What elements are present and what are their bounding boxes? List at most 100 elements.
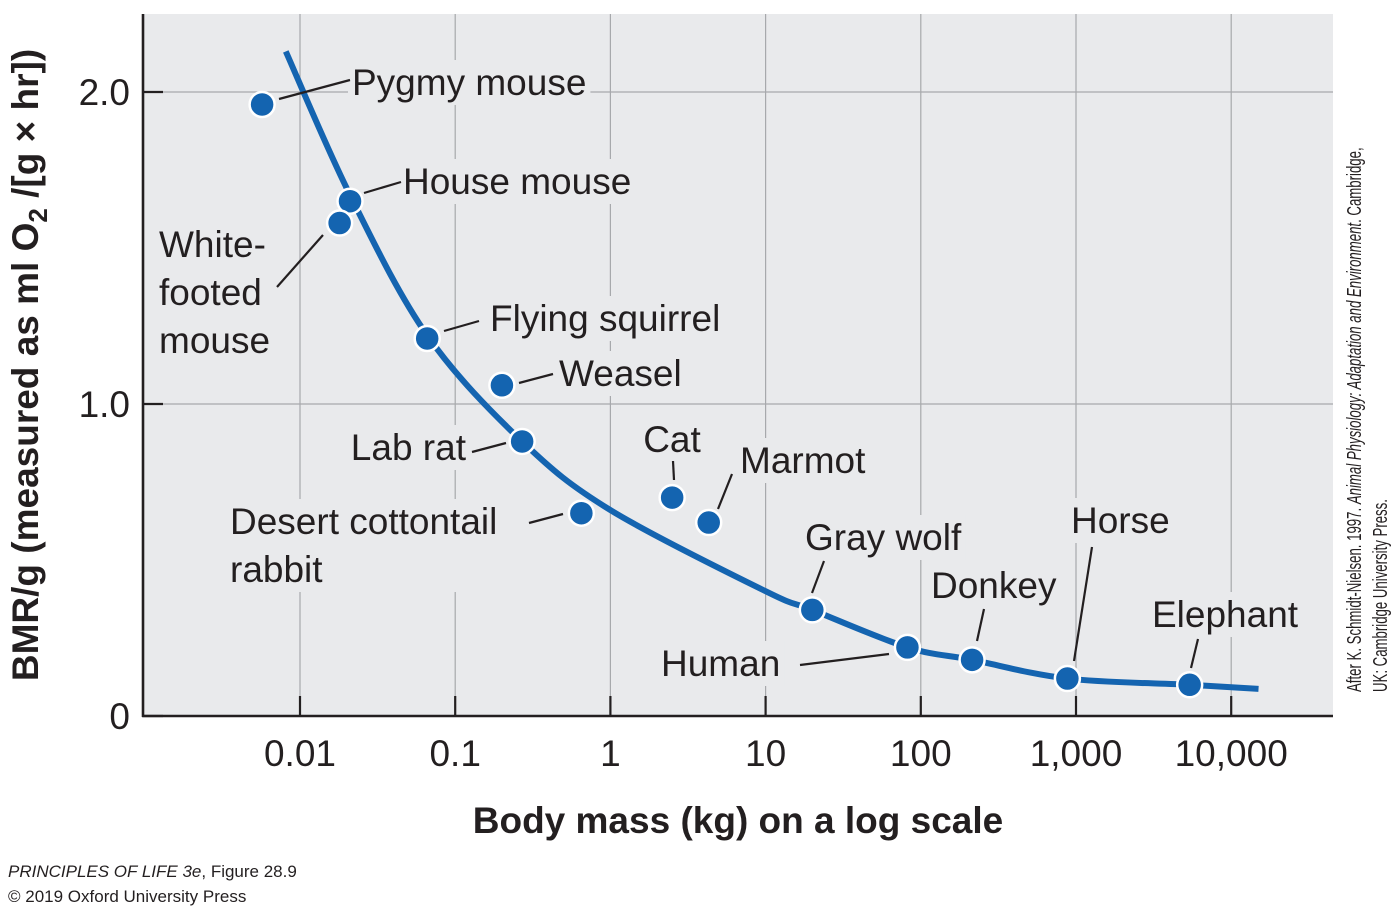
- leader-line-lab-rat: [471, 441, 507, 454]
- point-label-line: Weasel: [559, 353, 682, 394]
- x-tick-label: 0.1: [429, 733, 480, 774]
- attribution-pre: After K. Schmidt-Nielsen. 1997.: [1344, 504, 1366, 692]
- point-labels: Pygmy mouse House mouse White-footed mouse F…: [159, 62, 1299, 684]
- y-tick-label: 0: [109, 696, 130, 737]
- point-label-horse: Horse: [1071, 500, 1170, 541]
- leader-lines: [276, 78, 1200, 669]
- point-label-line: Flying squirrel: [490, 298, 720, 339]
- leader-line-gray-wolf: [810, 560, 826, 594]
- x-axis-title: Body mass (kg) on a log scale: [473, 800, 1003, 841]
- y-tick-label: 1.0: [79, 384, 130, 425]
- y-axis-title-main: BMR/g (measured as ml O: [5, 223, 46, 682]
- point-label-line: Lab rat: [351, 427, 467, 468]
- point-label-line: Donkey: [931, 565, 1057, 606]
- leader-line-human: [799, 652, 890, 667]
- data-point-human: [893, 633, 922, 662]
- label-knockouts: [155, 60, 1303, 686]
- x-tick-label: 100: [890, 733, 952, 774]
- label-knockout: [399, 159, 636, 204]
- point-label-line: White-: [159, 224, 266, 265]
- point-label-weasel: Weasel: [559, 353, 682, 394]
- label-knockout: [801, 515, 966, 560]
- data-point-cat: [658, 483, 686, 512]
- x-tick-label: 10: [745, 733, 786, 774]
- label-knockout: [226, 499, 502, 592]
- point-label-line: Marmot: [740, 440, 866, 481]
- point-label-line: Human: [661, 643, 780, 684]
- point-label-gray-wolf: Gray wolf: [805, 517, 962, 558]
- point-label-line: Cat: [643, 419, 701, 460]
- label-knockout: [348, 60, 591, 105]
- leader-line-donkey: [975, 608, 986, 642]
- point-label-line: House mouse: [403, 161, 631, 202]
- data-point-marmot: [694, 508, 723, 537]
- leader-line-desert-cottontail-rabbit: [528, 512, 564, 525]
- book-title: PRINCIPLES OF LIFE 3e: [8, 862, 202, 881]
- data-point-horse: [1053, 664, 1082, 693]
- label-knockout: [639, 417, 706, 462]
- figure-number: , Figure 28.9: [201, 862, 297, 881]
- x-tick-label: 10,000: [1175, 733, 1288, 774]
- data-point-weasel: [488, 371, 516, 400]
- point-label-flying-squirrel: Flying squirrel: [490, 298, 720, 339]
- y-axis-title: BMR/g (measured as ml O2 /[g × hr]): [5, 49, 53, 681]
- data-point-gray-wolf: [798, 596, 827, 624]
- point-label-line: footed: [159, 272, 262, 313]
- point-label-marmot: Marmot: [740, 440, 866, 481]
- x-tick-label: 1: [600, 733, 621, 774]
- leader-line-horse: [1072, 546, 1094, 662]
- source-attribution: After K. Schmidt-Nielsen. 1997. Animal P…: [1342, 20, 1396, 692]
- point-label-line: Gray wolf: [805, 517, 962, 558]
- point-label-line: Pygmy mouse: [352, 62, 586, 103]
- point-label-line: Horse: [1071, 500, 1170, 541]
- y-tick-label: 2.0: [79, 72, 130, 113]
- copyright: © 2019 Oxford University Press: [8, 887, 247, 906]
- point-label-white-footed-mouse: White-footed mouse: [159, 224, 270, 361]
- leader-line-elephant: [1189, 638, 1200, 669]
- attribution-post: . Cambridge,: [1344, 147, 1366, 223]
- data-point-white-footed-mouse: [325, 209, 354, 237]
- point-label-line: rabbit: [230, 549, 323, 590]
- leader-line-cat: [671, 460, 676, 481]
- plot-background: [143, 14, 1333, 716]
- data-point-flying-squirrel: [413, 324, 441, 353]
- tick-labels: 0.01 0.1 1 10 100 1,000 10,000 0 1.0 2.0: [79, 72, 1288, 774]
- label-knockout: [927, 563, 1061, 608]
- axes: [141, 14, 1333, 718]
- data-point-pygmy-mouse: [248, 90, 276, 119]
- point-label-line: Desert cottontail: [230, 501, 497, 542]
- data-point-house-mouse: [336, 187, 364, 215]
- label-knockout: [736, 438, 871, 483]
- point-label-desert-cottontail-rabbit: Desert cottontail rabbit: [230, 501, 497, 590]
- data-point-desert-cottontail-rabbit: [567, 499, 596, 527]
- data-point-donkey: [958, 646, 986, 674]
- label-knockout: [486, 296, 725, 341]
- point-label-donkey: Donkey: [931, 565, 1057, 606]
- point-label-line: mouse: [159, 320, 270, 361]
- attribution-line-2: UK: Cambridge University Press.: [1370, 499, 1392, 692]
- data-point-lab-rat: [508, 427, 536, 456]
- attribution-line-1: After K. Schmidt-Nielsen. 1997. Animal P…: [1342, 147, 1368, 692]
- leader-line-flying-squirrel: [443, 319, 480, 333]
- data-point-elephant: [1175, 671, 1204, 699]
- label-knockout: [657, 641, 785, 686]
- point-label-lab-rat: Lab rat: [351, 427, 467, 468]
- point-label-human: Human: [661, 643, 780, 684]
- label-knockout: [346, 425, 471, 470]
- leader-line-white-footed-mouse: [276, 234, 324, 288]
- x-tick-label: 1,000: [1030, 733, 1123, 774]
- label-knockout: [555, 351, 686, 396]
- y-axis-title-rest: /[g × hr]): [5, 49, 46, 208]
- label-knockout: [1067, 498, 1174, 543]
- y-axis-title-subscript: 2: [23, 208, 53, 222]
- figure-credit: PRINCIPLES OF LIFE 3e, Figure 28.9: [8, 862, 297, 882]
- label-knockout: [155, 222, 275, 363]
- data-points: [248, 90, 1204, 699]
- leader-line-pygmy-mouse: [278, 78, 351, 101]
- leader-line-house-mouse: [363, 180, 402, 195]
- x-tick-label: 0.01: [264, 733, 336, 774]
- leader-line-marmot: [716, 473, 734, 510]
- point-label-line: Elephant: [1152, 594, 1299, 635]
- point-label-cat: Cat: [643, 419, 701, 460]
